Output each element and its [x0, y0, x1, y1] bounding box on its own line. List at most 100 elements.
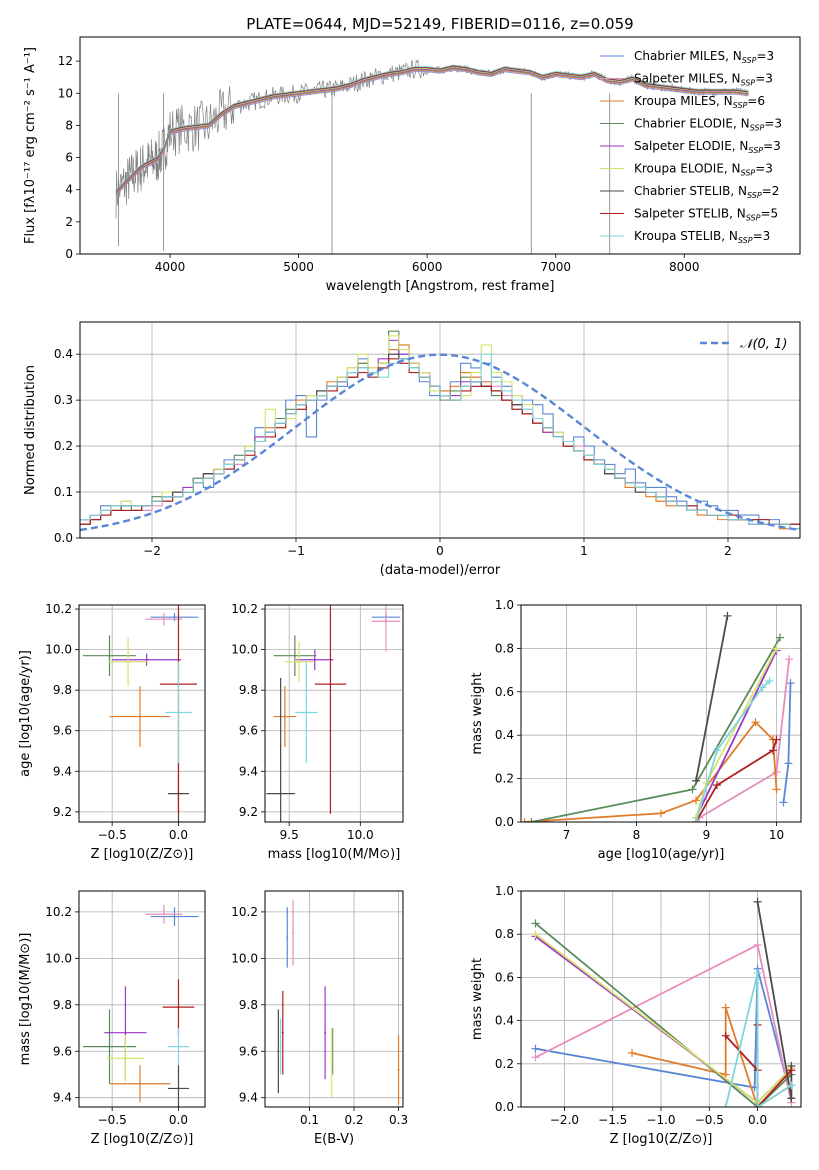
legend-entry: Kroupa MILES, NSSP=6: [634, 94, 765, 110]
legend-eq: =6: [747, 94, 765, 108]
data-point: [108, 1045, 111, 1048]
y-tick-label: 9.8: [53, 998, 72, 1012]
x-tick-label: 0: [436, 544, 444, 558]
y-tick-label: 0.0: [495, 815, 514, 829]
x-tick-label: −0.5: [695, 1113, 724, 1127]
x-tick-label: 0.1: [300, 1113, 319, 1127]
data-point: [281, 1031, 284, 1034]
y-tick-label: 2: [65, 215, 73, 229]
x-axis-label: Z [log10(Z/Z⊙)]: [91, 847, 194, 862]
data-point: [286, 936, 289, 939]
y-tick-label: 1.0: [495, 598, 514, 612]
legend-sub: SSP: [746, 214, 761, 223]
data-point: [305, 711, 308, 714]
axes-frame: [78, 890, 206, 1108]
y-axis-label: Flux [fλ10⁻¹⁷ erg cm⁻² s⁻¹ A⁻¹]: [23, 47, 38, 244]
histogram-8: [80, 353, 800, 530]
legend-entry: Salpeter MILES, NSSP=3: [634, 72, 773, 88]
data-point: [298, 660, 301, 663]
gaussian-curve: [80, 353, 800, 532]
y-tick-label: 0.0: [54, 531, 73, 545]
axes-frame: [264, 604, 404, 823]
y-axis-label: mass weight: [470, 958, 485, 1040]
y-tick-label: 0.1: [54, 485, 73, 499]
y-tick-label: 10.0: [231, 951, 258, 965]
y-tick-label: 10.2: [45, 905, 72, 919]
legend-entry: Chabrier ELODIE, NSSP=3: [634, 117, 782, 133]
axes-frame: [79, 36, 801, 255]
x-axis-label: E(B-V): [314, 1132, 354, 1147]
x-tick-label: −1.5: [598, 1113, 627, 1127]
x-tick-label: −2: [143, 544, 161, 558]
weight-line-8: [695, 680, 771, 822]
weight-line-4: [695, 650, 778, 819]
legend: Chabrier MILES, NSSP=3 Salpeter MILES, NS…: [600, 49, 782, 245]
model-line-5: [115, 66, 749, 193]
y-tick-label: 0.6: [495, 970, 514, 984]
y-tick-label: 9.2: [53, 805, 72, 819]
legend-sub: SSP: [747, 191, 762, 200]
data-point: [173, 616, 176, 619]
y-tick-label: 0.3: [54, 393, 73, 407]
weight-line-7: [725, 1024, 793, 1107]
plot-area: [531, 897, 796, 1107]
weight-line-0: [535, 968, 793, 1099]
data-point: [162, 913, 165, 916]
axes-frame: [520, 604, 802, 823]
spectrum-panel: 4000 5000 6000 7000 8000 0 2 4 6 8 10 12 wavelength …: [23, 36, 801, 294]
data-point: [283, 715, 286, 718]
legend-eq: =3: [755, 72, 773, 86]
y-tick-label: 9.8: [239, 998, 258, 1012]
data-point: [330, 1061, 333, 1064]
y-tick-label: 9.6: [239, 724, 258, 738]
data-point: [177, 711, 180, 714]
data-point: [145, 658, 148, 661]
model-line-4: [115, 67, 749, 194]
x-tick-label: −0.5: [98, 828, 127, 842]
legend-eq: =3: [755, 162, 773, 176]
model-line-1: [115, 69, 749, 196]
y-tick-label: 0.4: [54, 347, 73, 361]
y-axis-label: Normed distribution: [23, 365, 38, 495]
x-tick-label: −0.5: [98, 1113, 127, 1127]
legend-entry: Chabrier MILES, NSSP=3: [634, 49, 774, 65]
residual-histogram-panel: −2 −1 0 1 2 0.0 0.1 0.2 0.3 0.4 (data-model)/error…: [23, 321, 801, 578]
data-point: [313, 658, 316, 661]
y-tick-label: 0.4: [495, 1014, 514, 1028]
y-axis-label: mass [log10(M/M⊙)]: [18, 933, 33, 1066]
x-tick-label: 8: [633, 828, 641, 842]
data-point: [324, 1031, 327, 1034]
x-tick-label: 2: [724, 544, 732, 558]
plot-area: [80, 330, 800, 532]
mass-vs-extinction-panel: 0.1 0.2 0.3 9.4 9.6 9.8 10.0 10.2 E(B-V): [231, 890, 408, 1147]
data-point: [293, 654, 296, 657]
model-line-8: [115, 64, 749, 191]
data-point: [384, 620, 387, 623]
plot-area: [82, 605, 199, 822]
mass-vs-metallicity-panel: −0.5 0.0 9.4 9.6 9.8 10.0 10.2 Z [log10(Z/Z⊙)] m…: [18, 890, 206, 1147]
axes-frame: [78, 604, 206, 823]
y-tick-label: 0.8: [495, 641, 514, 655]
y-tick-label: 9.4: [53, 1091, 72, 1105]
plot-area: [521, 611, 795, 822]
x-tick-label: 0.3: [389, 1113, 408, 1127]
y-tick-label: 9.6: [239, 1044, 258, 1058]
legend-sub: SSP: [748, 146, 763, 155]
weight-vs-metallicity-panel: −2.0 −1.5 −1.0 −0.5 0.0 0.0 0.2 0.4 0.6 0.8 1.0 Z […: [470, 884, 802, 1147]
x-axis-label: (data-model)/error: [380, 563, 501, 578]
legend-entry: Salpeter ELODIE, NSSP=3: [634, 139, 781, 155]
x-tick-label: −2.0: [550, 1113, 579, 1127]
x-tick-label: 10.0: [347, 828, 374, 842]
plot-area: [82, 904, 199, 1107]
x-tick-label: 0.0: [748, 1113, 767, 1127]
data-point: [139, 1082, 142, 1085]
model-line-3: [115, 67, 749, 194]
y-tick-label: 0.0: [495, 1100, 514, 1114]
y-tick-label: 0.6: [495, 685, 514, 699]
data-point: [124, 1031, 127, 1034]
y-tick-label: 1.0: [495, 884, 514, 898]
age-vs-metallicity-panel: −0.5 0.0 9.2 9.4 9.6 9.8 10.0 10.2 Z [log10(Z/Z⊙…: [18, 602, 206, 862]
y-tick-label: 12: [58, 54, 73, 68]
legend-sub: SSP: [742, 56, 757, 65]
